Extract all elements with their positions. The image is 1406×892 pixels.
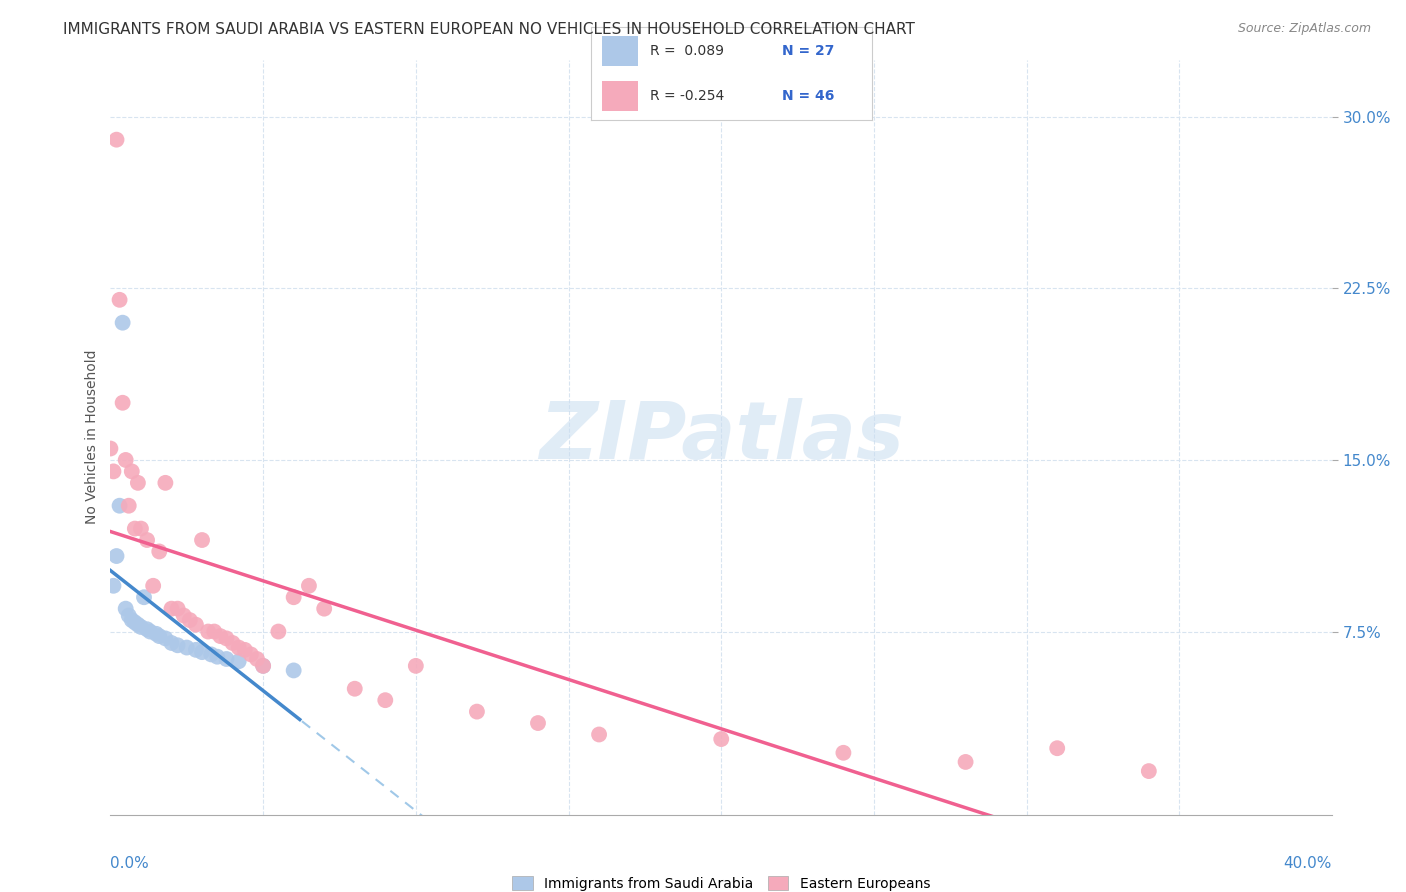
Text: R = -0.254: R = -0.254 [650, 89, 724, 103]
Eastern Europeans [184, 617, 207, 632]
Eastern Europeans [955, 755, 977, 769]
FancyBboxPatch shape [602, 81, 638, 111]
Eastern Europeans [267, 624, 290, 639]
Eastern Europeans [465, 705, 488, 719]
Eastern Europeans [283, 591, 305, 605]
Eastern Europeans [374, 693, 396, 707]
Eastern Europeans [160, 601, 183, 615]
Immigrants from Saudi Arabia [127, 617, 149, 632]
Immigrants from Saudi Arabia [118, 608, 141, 623]
Eastern Europeans [221, 636, 243, 650]
Eastern Europeans [314, 601, 336, 615]
Eastern Europeans [191, 533, 214, 547]
Immigrants from Saudi Arabia [111, 316, 134, 330]
Eastern Europeans [228, 640, 250, 655]
Immigrants from Saudi Arabia [132, 591, 155, 605]
Eastern Europeans [166, 601, 188, 615]
Eastern Europeans [343, 681, 366, 696]
Eastern Europeans [124, 522, 146, 536]
Immigrants from Saudi Arabia [148, 629, 170, 643]
Eastern Europeans [155, 475, 177, 490]
Immigrants from Saudi Arabia [136, 622, 159, 636]
Eastern Europeans [121, 464, 143, 478]
FancyBboxPatch shape [602, 36, 638, 66]
Immigrants from Saudi Arabia [105, 549, 128, 563]
Y-axis label: No Vehicles in Household: No Vehicles in Household [86, 350, 100, 524]
Eastern Europeans [832, 746, 855, 760]
Eastern Europeans [202, 624, 225, 639]
Eastern Europeans [1137, 764, 1160, 778]
Immigrants from Saudi Arabia [283, 664, 305, 678]
Immigrants from Saudi Arabia [166, 638, 188, 652]
Eastern Europeans [108, 293, 131, 307]
Legend: Immigrants from Saudi Arabia, Eastern Europeans: Immigrants from Saudi Arabia, Eastern Eu… [512, 876, 929, 890]
Eastern Europeans [298, 579, 321, 593]
Eastern Europeans [710, 732, 733, 747]
Eastern Europeans [405, 658, 427, 673]
Immigrants from Saudi Arabia [124, 615, 146, 630]
Eastern Europeans [118, 499, 141, 513]
Text: IMMIGRANTS FROM SAUDI ARABIA VS EASTERN EUROPEAN NO VEHICLES IN HOUSEHOLD CORREL: IMMIGRANTS FROM SAUDI ARABIA VS EASTERN … [63, 22, 915, 37]
Text: N = 27: N = 27 [782, 44, 834, 58]
Immigrants from Saudi Arabia [184, 643, 207, 657]
Immigrants from Saudi Arabia [103, 579, 125, 593]
Immigrants from Saudi Arabia [108, 499, 131, 513]
Immigrants from Saudi Arabia [129, 620, 152, 634]
Immigrants from Saudi Arabia [176, 640, 198, 655]
Eastern Europeans [127, 475, 149, 490]
Immigrants from Saudi Arabia [121, 613, 143, 627]
Text: 40.0%: 40.0% [1284, 856, 1331, 871]
Eastern Europeans [142, 579, 165, 593]
Immigrants from Saudi Arabia [215, 652, 238, 666]
Eastern Europeans [197, 624, 219, 639]
Immigrants from Saudi Arabia [191, 645, 214, 659]
Immigrants from Saudi Arabia [252, 658, 274, 673]
Immigrants from Saudi Arabia [228, 654, 250, 668]
Eastern Europeans [105, 133, 128, 147]
Immigrants from Saudi Arabia [207, 649, 229, 664]
Eastern Europeans [527, 716, 550, 731]
Eastern Europeans [111, 396, 134, 410]
Text: N = 46: N = 46 [782, 89, 834, 103]
Eastern Europeans [148, 544, 170, 558]
Eastern Europeans [246, 652, 269, 666]
Eastern Europeans [215, 632, 238, 646]
Eastern Europeans [136, 533, 159, 547]
Immigrants from Saudi Arabia [145, 627, 167, 641]
Text: 0.0%: 0.0% [111, 856, 149, 871]
Eastern Europeans [1046, 741, 1069, 756]
Eastern Europeans [209, 629, 232, 643]
Eastern Europeans [114, 453, 136, 467]
Eastern Europeans [103, 464, 125, 478]
Eastern Europeans [173, 608, 195, 623]
Eastern Europeans [179, 613, 201, 627]
Text: ZIPatlas: ZIPatlas [538, 398, 904, 476]
Eastern Europeans [129, 522, 152, 536]
Text: R =  0.089: R = 0.089 [650, 44, 724, 58]
Text: Source: ZipAtlas.com: Source: ZipAtlas.com [1237, 22, 1371, 36]
Eastern Europeans [239, 648, 262, 662]
Immigrants from Saudi Arabia [155, 632, 177, 646]
Eastern Europeans [100, 442, 122, 456]
Immigrants from Saudi Arabia [114, 601, 136, 615]
Immigrants from Saudi Arabia [200, 648, 222, 662]
Eastern Europeans [252, 658, 274, 673]
Eastern Europeans [233, 643, 256, 657]
Eastern Europeans [588, 727, 610, 741]
Immigrants from Saudi Arabia [139, 624, 162, 639]
Immigrants from Saudi Arabia [160, 636, 183, 650]
